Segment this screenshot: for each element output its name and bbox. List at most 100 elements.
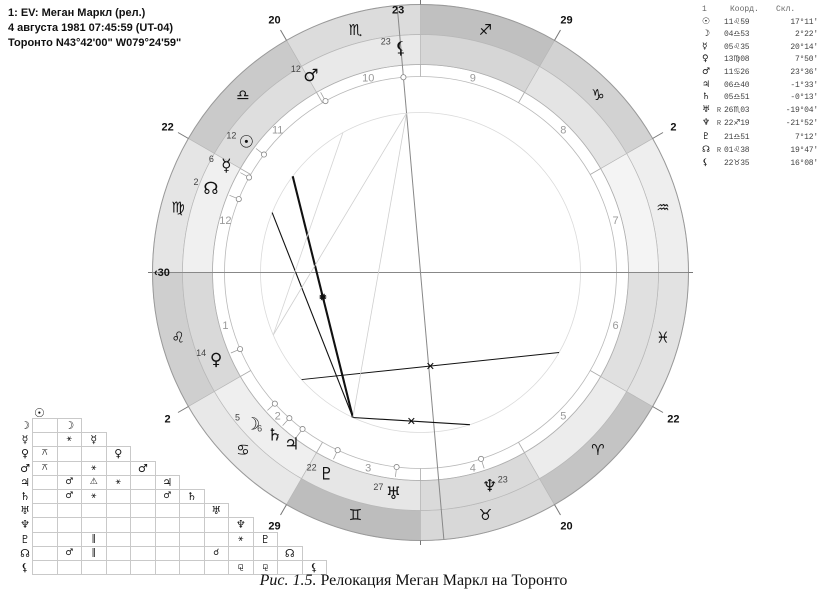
aspect-diagonal-pluto-icon: ♇	[252, 531, 278, 547]
coord-col-index: 1	[702, 5, 707, 14]
house-number-2: 2	[275, 410, 281, 422]
aspect-cell	[105, 559, 131, 576]
coord-planet-icon-jupiter: ♃	[702, 79, 711, 90]
aspect-cell: ♂	[56, 488, 82, 505]
aspect-diagonal-saturn-icon: ♄	[179, 488, 205, 505]
cusp-degree-sagittarius: 29	[560, 15, 572, 27]
aspect-cell-empty	[106, 433, 131, 447]
aspect-row-header-saturn-icon: ♄	[20, 490, 30, 504]
header-line-location: Торонто N43°42'00" W079°24'59"	[8, 37, 182, 49]
coord-planet-icon-uranus: ♅	[702, 104, 711, 115]
cusp-degree-cancer: 2	[165, 414, 171, 426]
aspect-cell	[203, 559, 229, 576]
aspect-cell	[32, 517, 58, 533]
coord-row-pluto: ♇ 21♎51 7°12'	[702, 131, 824, 144]
planet-degree-mars: 12	[291, 64, 301, 74]
aspect-cell	[130, 559, 156, 576]
coord-table-header: 1 Коорд. Скл.	[702, 4, 824, 16]
wheel-svg: ♌30♋2♊29♉23♈20♓22♒30♑2♐29♏23♎20♍22123456…	[148, 0, 693, 545]
coord-planet-icon-sun: ☉	[702, 16, 711, 27]
planet-glyph-mercury-icon: ☿	[221, 156, 231, 176]
coord-position-jupiter: 06♎40	[724, 79, 750, 90]
wheel-planet-saturn: ♄6	[257, 415, 293, 446]
header-line-name: 1: EV: Меган Маркл (рел.)	[8, 7, 146, 19]
aspect-cell	[56, 531, 82, 547]
wheel-planet-uranus: ♅27	[373, 464, 401, 504]
house-number-7: 7	[613, 215, 619, 227]
aspect-cell: ♂	[56, 474, 82, 490]
coord-retro-neptune: R	[716, 120, 722, 129]
coord-declination-node: 19°47'	[790, 145, 818, 155]
aspect-cell-empty	[82, 419, 107, 433]
aspect-grid-row: ♃ ♂ ⚠ ⚹ ♃	[18, 474, 327, 490]
aspect-cell	[56, 460, 82, 476]
house-number-6: 6	[613, 320, 619, 332]
planet-glyph-neptune-icon: ♆	[482, 477, 497, 497]
aspect-line	[352, 113, 407, 418]
coord-planet-icon-node: ☊	[702, 144, 710, 155]
coord-planet-icon-mercury: ☿	[702, 41, 708, 52]
aspect-line	[272, 132, 344, 336]
coord-planet-icon-moon: ☽	[702, 29, 711, 40]
header-line-datetime: 4 августа 1981 07:45:59 (UT-04)	[8, 22, 174, 34]
aspect-line	[291, 175, 354, 418]
coord-declination-mercury: 20°14'	[790, 42, 818, 52]
aspect-cell	[105, 545, 131, 561]
aspect-cell	[56, 517, 82, 533]
aspect-cell: ⚹	[81, 460, 107, 476]
coord-planet-icon-lilith: ⚸	[702, 158, 709, 169]
aspect-cell	[32, 432, 58, 448]
coord-row-neptune: ♆ R 22♐19 -21°52'	[702, 117, 824, 131]
asc-marker-label: ‹30	[154, 267, 170, 279]
sign-glyph-leo: ♌	[171, 328, 184, 346]
coord-planet-icon-venus: ♀	[702, 54, 709, 65]
aspect-row-header-moon-icon: ☽	[20, 419, 30, 433]
aspect-row-header-mars-icon: ♂	[20, 461, 30, 475]
aspect-symbol-icon: ✕	[407, 415, 416, 428]
aspect-cell	[203, 531, 229, 547]
coord-row-mercury: ☿ 05♌35 20°14'	[702, 41, 824, 54]
aspect-grid-table: ☽ ☽ ☿ ⚹ ☿ ♀ ⚻ ♀ ♂ ⚻ ⚹ ♂ ♃ ♂ ⚠ ⚹ ♃ ♄ ♂ ⚹ ♂ ♄ ♅ ♅ ♆ ♆ ♇ ‖ ⚹ ♇ ☊ ♂ ‖ ☌ ☊ ⚸ ⚼ ⚼ ⚸	[18, 417, 327, 576]
aspect-cell	[32, 474, 58, 490]
aspect-cell	[105, 503, 131, 519]
aspect-line	[271, 212, 354, 418]
planet-degree-saturn: 6	[257, 424, 262, 434]
aspect-cell: ⚻	[32, 460, 58, 476]
sign-glyph-capricorn: ♑	[591, 86, 604, 104]
aspect-cell: ‖	[81, 531, 107, 547]
planet-degree-jupiter: 7	[274, 432, 279, 442]
coord-row-uranus: ♅ R 26♏03 -19°04'	[702, 104, 824, 118]
house-number-5: 5	[560, 410, 566, 422]
planet-degree-uranus: 27	[373, 482, 383, 492]
aspect-row-header-venus-icon: ♀	[20, 447, 30, 461]
coord-position-lilith: 22♉35	[724, 158, 750, 169]
coord-col-coordinate: Коорд.	[730, 5, 759, 14]
planet-degree-moon: 5	[235, 413, 240, 423]
coord-declination-mars: 23°36'	[790, 67, 818, 77]
sign-glyph-aries: ♈	[591, 441, 604, 459]
coord-position-uranus: 26♏03	[724, 104, 750, 115]
sign-glyph-sagittarius: ♐	[479, 21, 492, 39]
sign-glyph-aquarius: ♒	[656, 199, 669, 217]
planet-glyph-saturn-icon: ♄	[267, 426, 282, 446]
planet-degree-mercury: 6	[209, 154, 214, 164]
coord-position-saturn: 05♎51	[724, 92, 750, 103]
house-number-8: 8	[560, 125, 566, 137]
aspect-cell: ⚹	[56, 432, 82, 448]
aspect-cell	[228, 545, 254, 561]
aspect-diagonal-moon-icon: ☽	[56, 417, 82, 434]
cusp-degree-gemini: 29	[268, 520, 280, 532]
house-number-4: 4	[470, 463, 476, 475]
caption-text: Релокация Меган Маркл на Торонто	[316, 572, 568, 589]
coord-declination-saturn: -0°13'	[790, 93, 818, 103]
cusp-degree-libra: 20	[268, 15, 280, 27]
aspect-cell: ⚼	[228, 559, 254, 576]
planet-glyph-moon-icon: ☽	[245, 415, 260, 435]
coord-planet-icon-saturn: ♄	[702, 92, 711, 103]
aspect-cell	[81, 517, 107, 533]
aspect-cell: ‖	[81, 545, 107, 561]
aspect-cell: ♂	[154, 488, 180, 505]
cusp-degree-aries: 20	[560, 520, 572, 532]
coord-declination-jupiter: -1°33'	[790, 80, 818, 90]
coord-declination-uranus: -19°04'	[785, 105, 818, 115]
